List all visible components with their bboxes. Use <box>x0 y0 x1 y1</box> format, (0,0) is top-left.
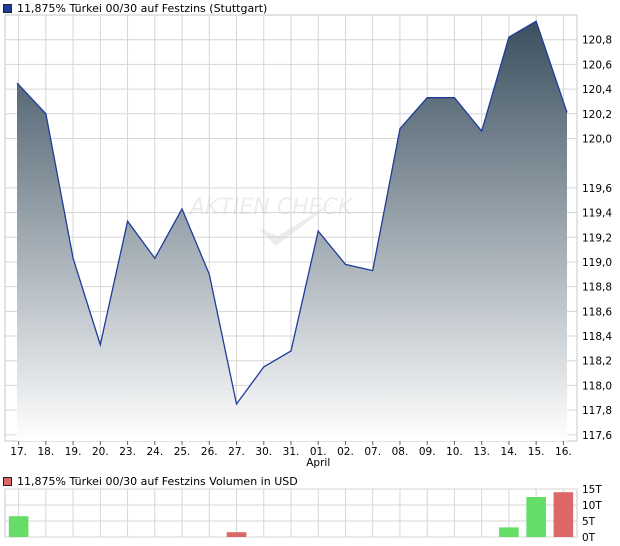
y-tick-label: 117,6 <box>582 430 612 442</box>
x-tick-label: 27. <box>228 446 245 458</box>
volume-legend-label: 11,875% Türkei 00/30 auf Festzins Volume… <box>17 474 298 488</box>
y-tick-label: 119,4 <box>582 208 612 220</box>
x-tick-label: 13. <box>473 446 490 458</box>
x-tick-label: 23. <box>119 446 136 458</box>
y-tick-label: 119,2 <box>582 232 612 244</box>
y-tick-label: 120,0 <box>582 133 612 145</box>
volume-bar <box>226 532 247 537</box>
y-tick-label: 120,6 <box>582 59 612 71</box>
y-tick-label: 120,2 <box>582 109 612 121</box>
x-tick-label: 08. <box>392 446 409 458</box>
price-line <box>16 20 568 406</box>
x-tick-label: 18. <box>38 446 55 458</box>
x-tick-label: 17. <box>10 446 27 458</box>
x-tick-label: 24. <box>146 446 163 458</box>
price-chart: 120,8 120,6 120,4 120,2 120,0 119,6 119,4 119,2… <box>4 14 612 469</box>
watermark-logo: AKTIEN CHECK <box>188 195 354 246</box>
x-tick-label: 16. <box>555 446 572 458</box>
price-legend: 11,875% Türkei 00/30 auf Festzins (Stutt… <box>3 1 267 15</box>
volume-legend: 11,875% Türkei 00/30 auf Festzins Volume… <box>3 474 298 488</box>
x-tick-label: 01. <box>310 446 327 458</box>
price-legend-label: 11,875% Türkei 00/30 auf Festzins (Stutt… <box>17 1 268 15</box>
y-tick-label: 118,4 <box>582 331 612 343</box>
x-tick-label: 10. <box>446 446 463 458</box>
x-tick-label: 19. <box>65 446 82 458</box>
x-tick-label: 20. <box>92 446 109 458</box>
x-tick-label: 26. <box>201 446 218 458</box>
x-month-label: April <box>306 457 330 469</box>
volume-y-tick-label: 5T <box>582 516 596 528</box>
price-area <box>17 21 567 441</box>
y-tick-label: 118,8 <box>582 282 612 294</box>
x-tick-label: 14. <box>501 446 518 458</box>
watermark-text: AKTIEN CHECK <box>188 195 354 220</box>
y-tick-label: 120,8 <box>582 35 612 47</box>
volume-bar <box>553 492 574 537</box>
volume-bar <box>8 516 29 537</box>
y-tick-label: 117,8 <box>582 405 612 417</box>
x-tick-label: 30. <box>255 446 272 458</box>
x-tick-label: 02. <box>337 446 354 458</box>
volume-plot-frame <box>4 488 578 538</box>
x-tick-label: 09. <box>419 446 436 458</box>
y-tick-label: 118,0 <box>582 380 612 392</box>
volume-bar <box>499 527 519 537</box>
y-tick-label: 120,4 <box>582 84 612 96</box>
volume-y-tick-label: 10T <box>582 500 602 512</box>
y-tick-label: 118,2 <box>582 356 612 368</box>
y-tick-label: 119,0 <box>582 257 612 269</box>
x-tick-label: 07. <box>364 446 381 458</box>
y-tick-label: 119,6 <box>582 183 612 195</box>
volume-y-tick-label: 0T <box>582 532 596 544</box>
volume-bar <box>526 497 546 537</box>
x-tick-label: 15. <box>528 446 545 458</box>
volume-y-tick-label: 15T <box>582 484 602 496</box>
x-tick-label: 31. <box>283 446 300 458</box>
y-tick-label: 118,6 <box>582 306 612 318</box>
price-legend-swatch <box>3 3 12 13</box>
x-tick-label: 25. <box>174 446 191 458</box>
volume-legend-swatch <box>3 476 12 486</box>
